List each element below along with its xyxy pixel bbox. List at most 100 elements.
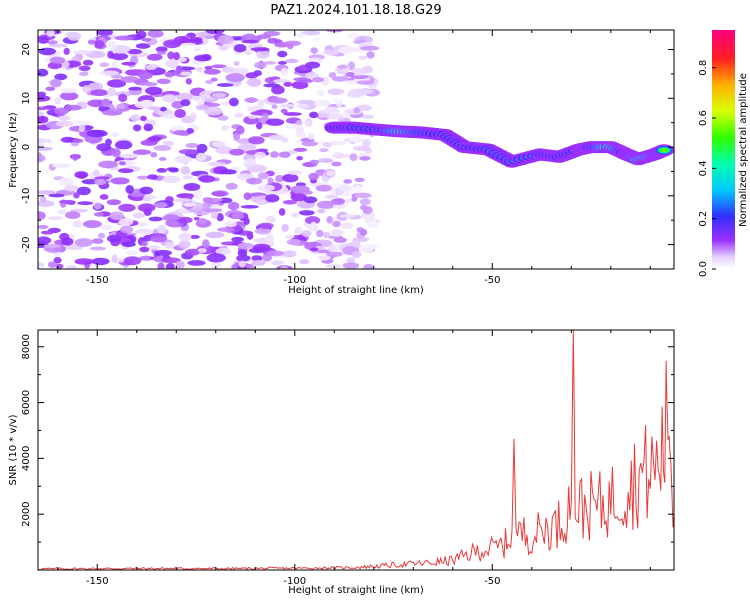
noise-blob	[266, 250, 284, 257]
noise-blob	[357, 55, 368, 60]
noise-blob	[221, 125, 229, 131]
noise-blob	[236, 125, 245, 135]
noise-blob	[290, 185, 310, 194]
noise-blob	[38, 115, 49, 124]
noise-blob	[55, 120, 74, 127]
noise-blob	[295, 32, 306, 38]
noise-blob	[281, 223, 289, 232]
noise-blob	[118, 168, 134, 174]
spectrogram-noise	[38, 30, 381, 269]
noise-blob	[114, 140, 133, 150]
noise-blob	[310, 47, 319, 54]
noise-blob	[193, 190, 203, 200]
noise-blob	[257, 99, 265, 108]
noise-blob	[110, 177, 130, 185]
noise-blob	[46, 30, 55, 37]
noise-blob	[82, 59, 94, 66]
noise-blob	[340, 222, 354, 229]
noise-blob	[88, 82, 100, 90]
noise-blob	[118, 203, 136, 212]
noise-blob	[216, 213, 224, 222]
noise-blob	[92, 169, 100, 177]
noise-blob	[324, 195, 339, 199]
snr-xlabel: Height of straight line (km)	[288, 585, 424, 596]
noise-blob	[309, 111, 319, 119]
noise-blob	[281, 137, 289, 143]
noise-blob	[156, 78, 171, 85]
noise-blob	[196, 98, 205, 106]
noise-blob	[180, 99, 191, 107]
noise-blob	[45, 86, 56, 92]
spectrogram-ridge	[324, 121, 674, 168]
noise-blob	[291, 212, 299, 218]
noise-blob	[129, 114, 141, 122]
noise-blob	[263, 61, 277, 65]
noise-blob	[118, 217, 134, 226]
noise-blob	[99, 194, 109, 200]
noise-blob	[271, 104, 278, 109]
noise-blob	[263, 83, 281, 88]
noise-blob	[54, 73, 68, 81]
noise-blob	[91, 257, 110, 266]
noise-blob	[60, 88, 77, 94]
noise-blob	[307, 133, 315, 140]
noise-blob	[225, 220, 237, 228]
noise-blob	[254, 151, 266, 159]
noise-blob	[140, 139, 158, 146]
noise-blob	[106, 234, 121, 243]
noise-blob	[197, 248, 207, 253]
noise-blob	[298, 79, 314, 83]
noise-blob	[296, 99, 316, 105]
noise-blob	[231, 212, 244, 219]
noise-blob	[138, 82, 158, 87]
colorbar-ticks: 0.0 0.2 0.4 0.6 0.8	[698, 60, 716, 277]
noise-blob	[156, 51, 167, 55]
noise-blob	[317, 158, 334, 163]
noise-blob	[238, 260, 246, 268]
noise-blob	[58, 115, 72, 121]
noise-blob	[215, 247, 232, 256]
noise-blob	[250, 47, 270, 52]
colorbar-tick-label: 0.4	[698, 160, 709, 176]
noise-blob	[349, 135, 362, 142]
noise-blob	[280, 108, 288, 114]
noise-blob	[285, 58, 299, 64]
noise-blob	[356, 227, 365, 233]
noise-blob	[294, 226, 303, 236]
noise-blob	[221, 66, 235, 73]
noise-blob	[114, 35, 134, 41]
noise-blob	[60, 91, 79, 101]
noise-blob	[216, 227, 235, 232]
noise-blob	[316, 200, 336, 209]
noise-blob	[99, 62, 110, 68]
noise-blob	[190, 234, 200, 239]
noise-blob	[231, 81, 242, 86]
noise-blob	[137, 71, 153, 80]
noise-blob	[72, 220, 83, 228]
noise-blob	[285, 234, 295, 239]
noise-blob	[98, 105, 110, 112]
noise-blob	[368, 84, 378, 89]
noise-blob	[283, 112, 302, 116]
y-tick-label: 20	[21, 43, 32, 56]
noise-blob	[38, 146, 53, 151]
noise-blob	[305, 61, 321, 69]
noise-blob	[290, 193, 307, 202]
noise-blob	[248, 136, 265, 145]
noise-blob	[296, 132, 307, 138]
noise-blob	[367, 220, 379, 228]
noise-blob	[254, 61, 267, 69]
noise-blob	[132, 149, 152, 155]
noise-blob	[316, 229, 324, 238]
noise-blob	[137, 203, 156, 213]
noise-blob	[38, 262, 45, 268]
noise-blob	[296, 103, 310, 109]
noise-blob	[186, 127, 195, 134]
noise-blob	[101, 98, 111, 108]
noise-blob	[98, 160, 118, 169]
noise-blob	[67, 31, 82, 41]
noise-blob	[310, 221, 317, 230]
ridge-cell	[659, 148, 669, 153]
